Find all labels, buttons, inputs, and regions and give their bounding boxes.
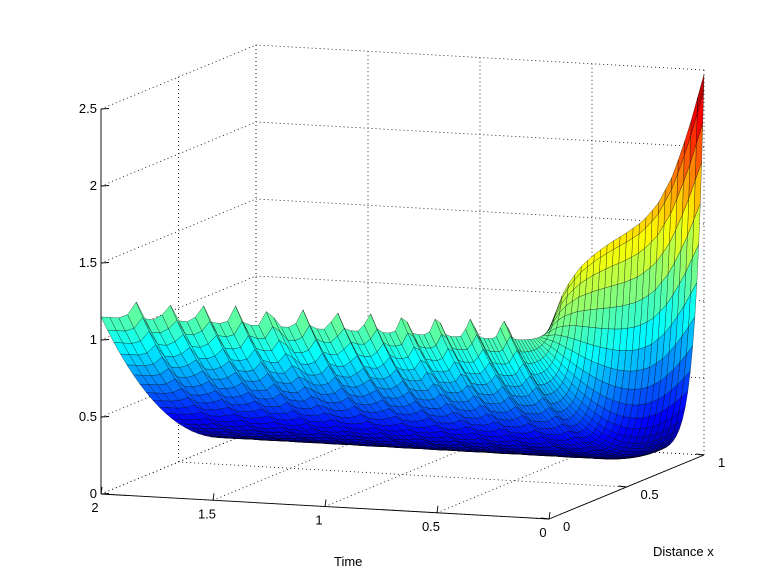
x-tick xyxy=(618,485,627,488)
surface-cell xyxy=(548,312,556,331)
z-tick-label: 0 xyxy=(90,486,97,501)
x-tick-label: 0.5 xyxy=(641,487,659,502)
z-tick-label: 0.5 xyxy=(79,409,97,424)
x-tick-label: 0 xyxy=(563,519,570,534)
grid-line xyxy=(178,461,627,488)
z-tick-label: 1.5 xyxy=(79,255,97,270)
time-tick xyxy=(436,505,439,513)
time-tick xyxy=(100,486,103,495)
time-tick-label: 1.5 xyxy=(198,506,216,521)
surface-mesh xyxy=(100,74,705,460)
x-tick-label: 1 xyxy=(718,455,725,470)
z-tick-label: 2 xyxy=(90,178,97,193)
z-tick-label: 1 xyxy=(90,332,97,347)
time-tick xyxy=(212,493,215,501)
x-tick xyxy=(695,453,705,456)
x-tick xyxy=(540,517,550,520)
time-tick xyxy=(324,499,327,507)
grid-line xyxy=(255,198,705,225)
time-axis-title: Time xyxy=(334,554,362,569)
z-tick xyxy=(100,339,110,341)
time-tick-label: 2 xyxy=(91,500,98,515)
z-tick xyxy=(100,416,110,418)
time-tick-label: 0.5 xyxy=(422,519,440,534)
z-tick-label: 2.5 xyxy=(79,101,97,116)
time-tick-label: 1 xyxy=(315,513,322,528)
z-tick xyxy=(100,108,110,110)
x-axis-title: Distance x xyxy=(653,544,714,559)
z-tick xyxy=(100,262,110,264)
grid-line xyxy=(255,275,705,302)
time-tick-label: 0 xyxy=(539,525,546,540)
z-tick xyxy=(100,185,110,187)
time-tick xyxy=(548,511,551,520)
z-tick xyxy=(100,493,110,495)
